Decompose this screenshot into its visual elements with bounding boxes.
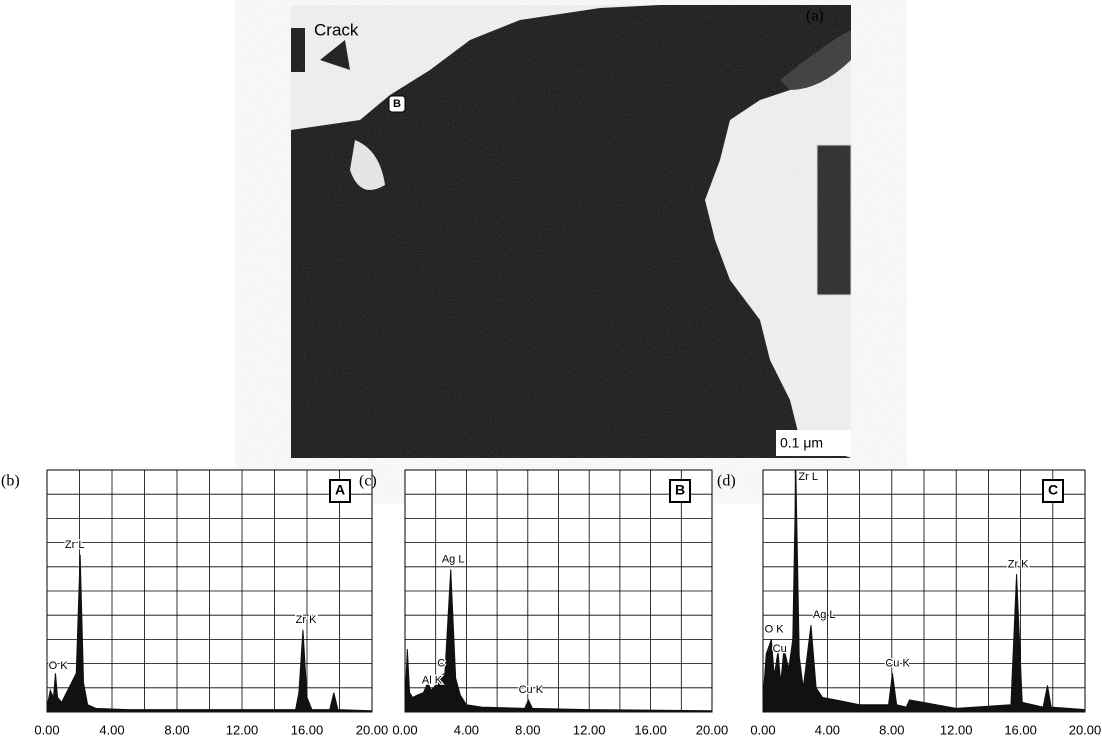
- sample-label: C: [1048, 482, 1058, 498]
- panel-label: (d): [717, 473, 736, 490]
- peak-label: Ag L: [813, 609, 836, 621]
- peak-label: Cu K: [885, 658, 910, 670]
- peak-label: Al K: [422, 674, 443, 686]
- x-tick-label: 4.00: [454, 722, 479, 737]
- peak-label: Cu K: [519, 684, 544, 696]
- sample-box: [329, 479, 351, 503]
- sample-label: B: [675, 482, 685, 498]
- spectrum-area: [762, 469, 1086, 713]
- peak-label: Zr K: [1008, 558, 1029, 570]
- x-tick-label: 20.00: [696, 722, 729, 737]
- peak-label: O K: [49, 660, 69, 672]
- crack-label: Crack: [314, 20, 359, 39]
- tem-image: (a) Crack B 0.1 μm: [291, 5, 1020, 458]
- sample-box: [1042, 479, 1064, 503]
- x-tick-label: 12.00: [226, 722, 259, 737]
- panel-label: (a): [806, 8, 824, 25]
- panel-label: (b): [1, 473, 20, 490]
- x-tick-label: 20.00: [356, 722, 389, 737]
- peak-label: Cu: [773, 643, 787, 655]
- scale-bar-label: 0.1 μm: [780, 435, 823, 451]
- spectrum-area: [404, 569, 713, 713]
- x-tick-label: 4.00: [99, 722, 124, 737]
- x-tick-label: 8.00: [879, 722, 904, 737]
- panel-label: (c): [359, 473, 377, 490]
- x-tick-label: 4.00: [815, 722, 840, 737]
- x-tick-label: 16.00: [291, 722, 324, 737]
- spectrum-panel: 0.00 4.00 8.00 12.00 16.00 20.00 Ag L C Al K Cu K…: [359, 469, 729, 737]
- peak-label: Ag L: [442, 553, 465, 565]
- x-tick-label: 8.00: [515, 722, 540, 737]
- peak-label: Zr L: [798, 471, 818, 483]
- peak-label: Zr K: [296, 614, 317, 626]
- sample-label: A: [335, 482, 345, 498]
- x-tick-label: 0.00: [750, 722, 775, 737]
- x-tick-label: 0.00: [392, 722, 417, 737]
- x-tick-label: 16.00: [634, 722, 667, 737]
- x-tick-label: 8.00: [164, 722, 189, 737]
- x-tick-label: 16.00: [1004, 722, 1037, 737]
- spectrum-panel: 0.00 4.00 8.00 12.00 16.00 20.00 Zr L O K Cu Ag L…: [717, 469, 1102, 737]
- x-tick-label: 20.00: [1069, 722, 1102, 737]
- peak-label: Zr L: [65, 539, 85, 551]
- spectrum-area: [46, 554, 373, 713]
- spectrum-panel: 0.00 4.00 8.00 12.00 16.00 20.00 O K Zr L Zr K A (…: [1, 469, 389, 737]
- x-tick-label: 12.00: [940, 722, 973, 737]
- peak-label: O K: [765, 624, 785, 636]
- x-tick-label: 0.00: [34, 722, 59, 737]
- point-label: B: [393, 98, 401, 110]
- sample-box: [669, 479, 691, 503]
- x-tick-label: 12.00: [573, 722, 606, 737]
- peak-label: C: [437, 658, 445, 670]
